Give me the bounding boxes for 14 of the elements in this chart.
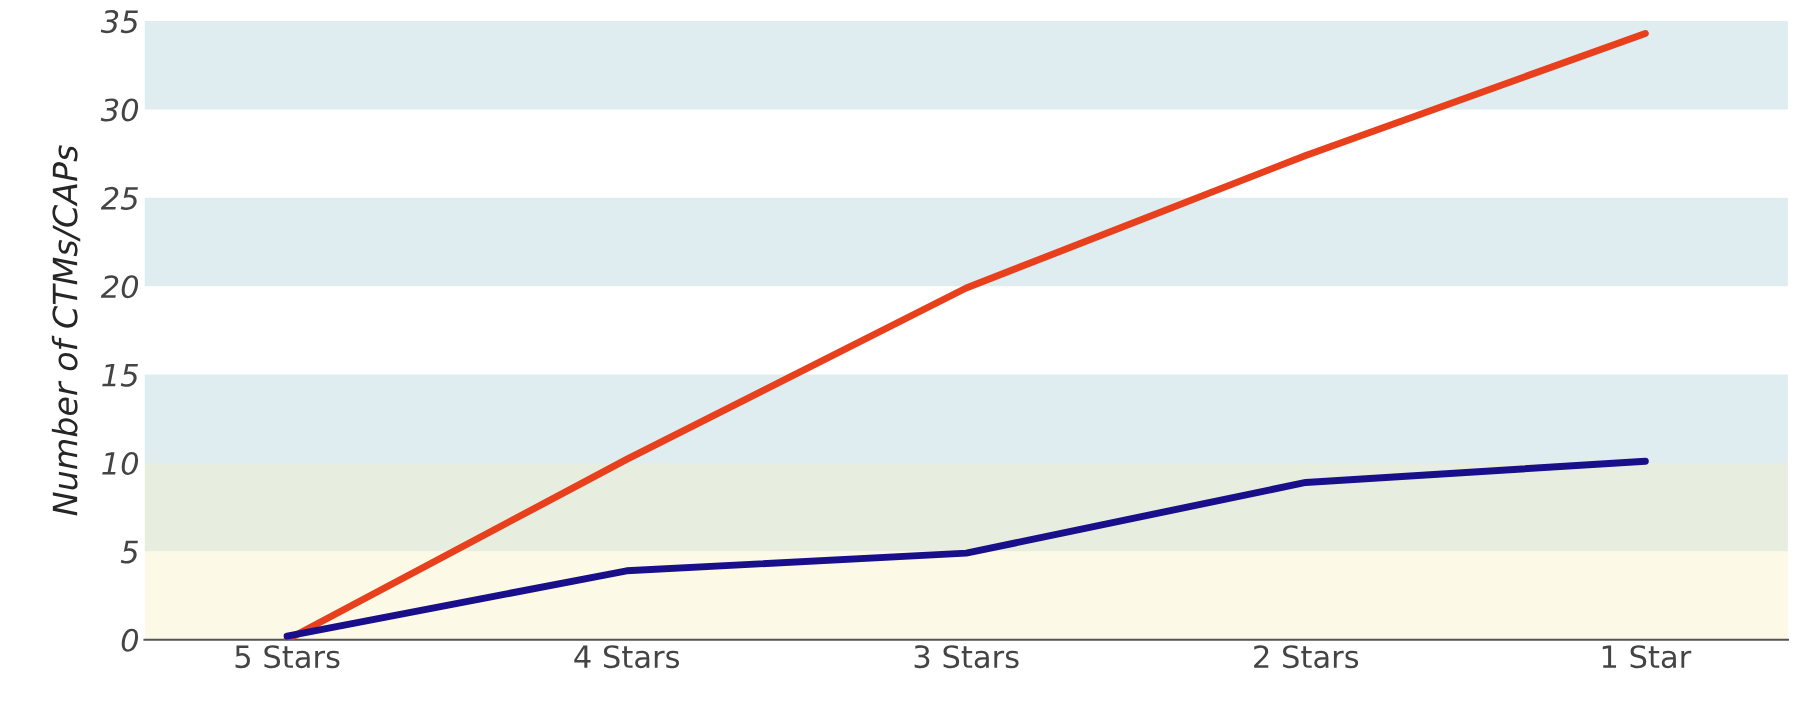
x-tick-label: 2 Stars: [1254, 645, 1359, 669]
y-tick-label: 25: [100, 186, 138, 210]
y-tick-label: 20: [100, 275, 139, 299]
y-tick-label: 35: [100, 10, 138, 34]
y-tick-label: 15: [102, 363, 138, 387]
x-tick-label: 3 Stars: [914, 645, 1019, 669]
x-tick-label: 4 Stars: [574, 645, 680, 669]
x-tick-label: 1 Star: [1602, 645, 1692, 669]
y-tick-label: 30: [100, 98, 139, 122]
y-tick-label: 10: [102, 451, 139, 476]
y-axis-title: Number of CTMs/CAPs: [51, 145, 81, 516]
y-tick-label: 5: [120, 540, 138, 564]
y-tick-label: 0: [121, 628, 139, 652]
x-tick-label: 5 Stars: [235, 645, 340, 669]
